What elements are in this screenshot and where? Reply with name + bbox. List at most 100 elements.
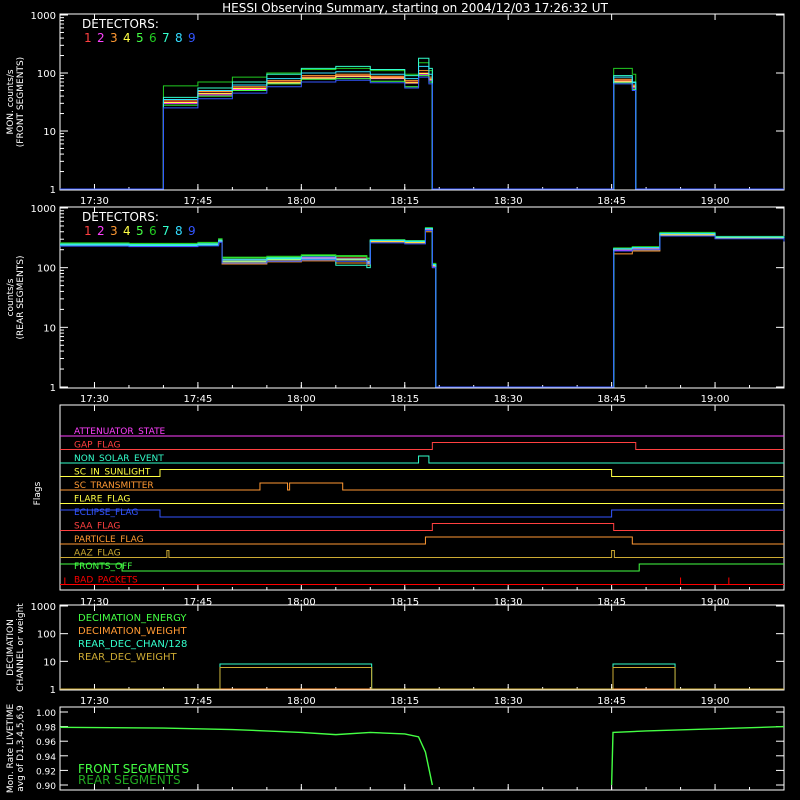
x-tick-label: 18:15 [390,597,419,608]
y-tick-label: 0.90 [36,782,56,792]
x-tick-label: 18:15 [390,394,419,405]
legend-detector-8: 8 [175,224,183,238]
x-tick-label: 18:45 [597,394,626,405]
x-tick-label: 18:45 [597,196,626,207]
legend-entry-front: FRONT SEGMENTS [78,762,189,776]
x-tick-label: 18:00 [287,597,316,608]
panel-frame [59,404,785,591]
y-tick-label: 1 [50,185,56,196]
livetime-front-line [59,725,785,786]
series-line-3 [60,70,784,190]
x-tick-label: 17:45 [183,394,212,405]
x-tick-label: 17:45 [183,196,212,207]
series-line-4 [60,229,785,388]
flag-label: SC_IN_SUNLIGHT [74,468,151,478]
legend-detector-5: 5 [136,31,144,45]
x-tick-label: 17:45 [183,696,212,707]
legend-detector-3: 3 [110,224,118,238]
legend-detector-6: 6 [149,224,157,238]
series-line-2 [60,229,785,388]
series-line-9 [60,229,785,388]
series-line-6 [60,227,785,388]
legend-detector-1: 1 [84,224,92,238]
flag-line-fronts_off [60,563,784,572]
x-tick-label: 18:00 [287,196,316,207]
legend-entry: DECIMATION_WEIGHT [78,626,187,637]
x-tick-label: 18:30 [494,394,523,405]
legend-title: DETECTORS: [82,17,159,31]
y-tick-label: 1 [50,685,56,696]
y-axis-label-line: avg of D1,3,4,5,6,9 [16,705,26,792]
x-tick-label: 18:30 [494,696,523,707]
legend-detector-2: 2 [97,31,105,45]
y-axis-label: MON. counts/s(FRONT SEGMENTS) [6,57,26,147]
legend-detector-9: 9 [188,224,196,238]
y-axis-label-line: (FRONT SEGMENTS) [16,57,26,147]
y-axis-label-line: MON. counts/s [6,69,16,134]
y-tick-label: 1000 [31,11,56,22]
panel-frame [59,706,785,791]
y-tick-label: 1 [50,383,56,394]
series-line-9 [60,76,784,190]
y-tick-label: 1.00 [36,709,56,719]
x-tick-label: 18:15 [390,696,419,707]
y-axis-label-line: CHANNEL or weight [16,603,26,692]
y-axis-label: DECIMATIONCHANNEL or weight [6,603,26,692]
series-line-5 [60,227,785,388]
y-tick-label: 0.94 [36,753,56,763]
y-axis-label: counts/s(REAR SEGMENTS) [6,255,26,339]
legend-detector-5: 5 [136,224,144,238]
flag-label: AAZ_FLAG [74,549,121,559]
flag-label: FLARE_FLAG [74,495,130,505]
series-line-1 [60,72,784,190]
panel-frame [59,13,785,191]
legend-detector-7: 7 [162,31,170,45]
x-tick-label: 19:00 [701,394,730,405]
series-line-rear_dec_weight [60,666,784,690]
x-tick-label: 18:30 [494,597,523,608]
series-line-1 [60,228,785,388]
y-tick-label: 1000 [31,204,56,215]
series-line-7 [60,57,784,190]
x-tick-label: 17:30 [80,696,109,707]
x-tick-label: 17:30 [80,394,109,405]
x-tick-label: 18:45 [597,696,626,707]
legend-detector-8: 8 [175,31,183,45]
y-tick-label: 100 [37,264,56,275]
x-tick-label: 17:45 [183,597,212,608]
y-tick-label: 100 [37,630,56,641]
y-tick-label: 0.92 [36,767,56,777]
y-tick-label: 100 [37,69,56,80]
series-line-7 [60,228,785,388]
legend-detector-1: 1 [84,31,92,45]
legend-detector-7: 7 [162,224,170,238]
y-tick-label: 0.98 [36,724,56,734]
chart-title: HESSI Observing Summary, starting on 200… [222,1,608,15]
flag-line-aaz_flag [60,550,784,558]
legend-entry: REAR_DEC_CHAN/128 [78,639,187,650]
flag-line-non_solar_event [60,455,784,464]
flag-label: GAP_FLAG [74,441,120,451]
y-tick-label: 10 [43,657,56,668]
y-axis-label-line: counts/s [6,278,16,316]
flag-label: ATTENUATOR_STATE [74,427,166,437]
y-tick-label: 1000 [31,602,56,613]
flag-line-sc_in_sunlight [60,469,784,477]
legend-detector-4: 4 [123,224,131,238]
y-axis-label-line: Mon. Rate LIVETIME [6,704,16,794]
series-line-4 [60,73,784,190]
legend-detector-3: 3 [110,31,118,45]
x-tick-label: 18:00 [287,696,316,707]
legend-detector-2: 2 [97,224,105,238]
flag-label: SC_TRANSMITTER [74,481,154,491]
flag-line-sc_transmitter [60,482,784,491]
x-tick-label: 18:15 [390,196,419,207]
flag-label: NON_SOLAR_EVENT [74,454,164,464]
series-line-8 [60,65,784,190]
series-line-2 [60,73,784,190]
x-tick-label: 19:00 [701,696,730,707]
legend-detector-9: 9 [188,31,196,45]
y-axis-label-line: (REAR SEGMENTS) [16,255,26,339]
x-tick-label: 19:00 [701,597,730,608]
